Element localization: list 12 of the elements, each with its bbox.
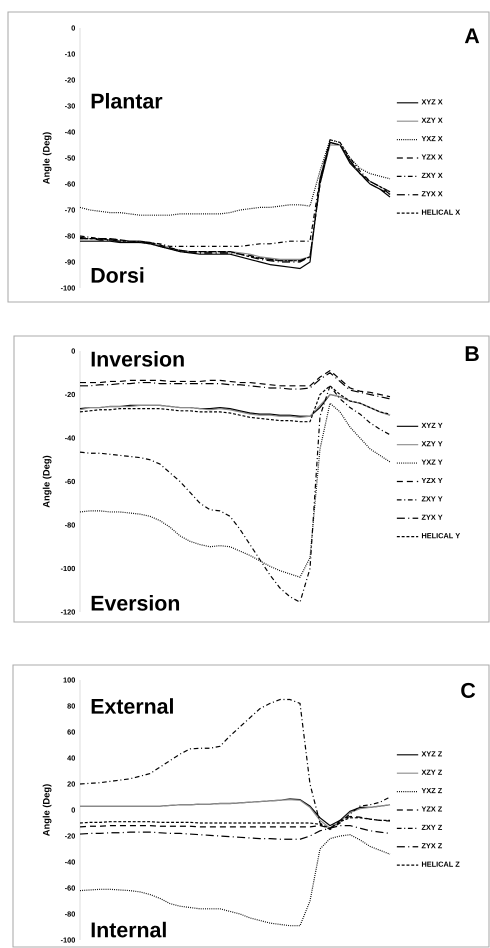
y-axis-title: Angle (Deg) — [42, 132, 52, 184]
text: C — [461, 682, 476, 698]
annotation: Inversion — [92, 351, 184, 367]
annotation: Dorsi — [92, 267, 144, 283]
y-axis-title: Angle (Deg) — [42, 456, 52, 508]
text: B — [466, 346, 479, 361]
y-axis-title: Angle (Deg) — [42, 784, 52, 836]
text: A — [464, 28, 480, 44]
annotation: Plantar — [92, 92, 162, 109]
annotation: External — [92, 698, 173, 714]
annotation: Eversion — [92, 595, 180, 611]
annotation: Internal — [92, 922, 166, 938]
